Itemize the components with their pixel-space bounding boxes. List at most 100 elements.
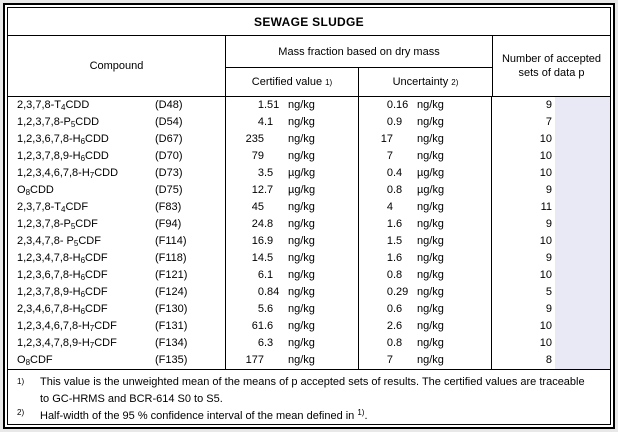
uncertainty-unit: ng/kg — [417, 133, 444, 145]
compound-name: 2,3,7,8-T4CDF — [17, 201, 89, 214]
certified-value-int: 3 — [257, 167, 264, 179]
table-row: 1,2,3,6,7,8-H6CDF (F121) 6.1 ng/kg 0.8 ng/k… — [8, 267, 610, 284]
uncertainty-unit: ng/kg — [417, 201, 444, 213]
compound-code: (D73) — [155, 167, 183, 179]
compound-code: (F131) — [155, 320, 188, 332]
footnote-2-marker: 2) — [17, 408, 25, 417]
uncertainty-int: 0 — [386, 303, 393, 315]
certified-value-frac: .6 — [264, 320, 274, 332]
certified-value-unit: ng/kg — [288, 286, 315, 298]
compound-cell: 1,2,3,7,8-P5CDF (F94) — [8, 216, 226, 233]
accepted-sets-count: 10 — [539, 320, 552, 332]
accepted-sets-count: 7 — [545, 116, 552, 128]
certified-value-frac: .9 — [264, 235, 274, 247]
certified-value-unit: ng/kg — [288, 218, 315, 230]
uncertainty-unit: ng/kg — [417, 252, 444, 264]
compound-name: 1,2,3,7,8,9-H6CDD — [17, 150, 109, 163]
certified-value-unit: ng/kg — [288, 337, 315, 349]
uncertainty-cell: 17 ng/kg — [359, 131, 492, 148]
uncertainty-unit: ng/kg — [417, 99, 444, 111]
compound-code: (D54) — [155, 116, 183, 128]
certified-value-unit: µg/kg — [288, 184, 316, 196]
certified-value-int: 12 — [251, 184, 264, 196]
certified-value-cell: 0.84 ng/kg — [226, 284, 359, 301]
certified-value-int: 14 — [251, 252, 264, 264]
uncertainty-frac: .6 — [393, 320, 403, 332]
certified-value-frac: .6 — [264, 303, 274, 315]
compound-code: (F124) — [155, 286, 188, 298]
uncertainty-int: 0 — [386, 286, 393, 298]
compound-name: 2,3,4,6,7,8-H6CDF — [17, 303, 108, 316]
uncertainty-int: 1 — [386, 235, 393, 247]
certified-value-unit: ng/kg — [288, 303, 315, 315]
uncertainty-int: 0 — [386, 116, 393, 128]
uncertainty-frac: .8 — [393, 184, 403, 196]
uncertainty-cell: 4 ng/kg — [359, 199, 492, 216]
certified-value-frac — [264, 131, 284, 148]
uncertainty-cell: 7 ng/kg — [359, 148, 492, 165]
certified-value-frac: .1 — [264, 269, 274, 281]
certified-value-cell: 4.1 ng/kg — [226, 114, 359, 131]
uncertainty-unit: µg/kg — [417, 184, 445, 196]
footnote-2: 2) Half-width of the 95 % confidence int… — [14, 406, 590, 423]
certified-value-int: 45 — [251, 201, 264, 213]
certified-value-cell: 235 ng/kg — [226, 131, 359, 148]
uncertainty-int: 7 — [386, 354, 393, 366]
uncertainty-unit: ng/kg — [417, 116, 444, 128]
compound-code: (F83) — [155, 201, 182, 213]
certified-value-frac: .8 — [264, 218, 274, 230]
certified-value-unit: ng/kg — [288, 252, 315, 264]
certified-value-cell: 61.6 ng/kg — [226, 318, 359, 335]
compound-code: (F121) — [155, 269, 188, 281]
accepted-sets-count: 9 — [545, 218, 552, 230]
uncertainty-int: 0 — [386, 184, 393, 196]
accepted-sets-count: 9 — [545, 303, 552, 315]
uncertainty-frac: .6 — [393, 218, 403, 230]
uncertainty-unit: ng/kg — [417, 150, 444, 162]
certified-value-unit: ng/kg — [288, 116, 315, 128]
certified-value-frac — [264, 352, 284, 369]
uncertainty-unit: ng/kg — [417, 303, 444, 315]
uncertainty-int: 0 — [386, 269, 393, 281]
certified-value-int: 16 — [251, 235, 264, 247]
compound-name: 1,2,3,7,8,9-H6CDF — [17, 286, 108, 299]
uncertainty-frac: .8 — [393, 337, 403, 349]
certified-value-int: 6 — [257, 269, 264, 281]
compound-cell: O8CDD (D75) — [8, 182, 226, 199]
certified-value-cell: 6.3 ng/kg — [226, 335, 359, 352]
compound-name: O8CDF — [17, 354, 53, 367]
footnote-1-marker: 1) — [17, 377, 25, 386]
certified-value-cell: 16.9 ng/kg — [226, 233, 359, 250]
accepted-sets-count: 10 — [539, 150, 552, 162]
certified-value-cell: 177 ng/kg — [226, 352, 359, 369]
compound-code: (F94) — [155, 218, 182, 230]
uncertainty-cell: 0.4 µg/kg — [359, 165, 492, 182]
uncertainty-cell: 0.9 ng/kg — [359, 114, 492, 131]
compound-name: 1,2,3,7,8-P5CDD — [17, 116, 100, 129]
compound-code: (F134) — [155, 337, 188, 349]
uncertainty-cell: 0.8 ng/kg — [359, 335, 492, 352]
certified-value-int: 24 — [251, 218, 264, 230]
uncertainty-int: 2 — [386, 320, 393, 332]
uncertainty-header-label: Uncertainty — [392, 76, 449, 88]
accepted-sets-count: 10 — [539, 133, 552, 145]
table-row: 1,2,3,4,7,8-H6CDF (F118) 14.5 ng/kg 1.6 ng/… — [8, 250, 610, 267]
certified-value-frac: .5 — [264, 252, 274, 264]
certified-value-frac: .7 — [264, 184, 274, 196]
uncertainty-int: 1 — [386, 252, 393, 264]
certified-value-cell: 14.5 ng/kg — [226, 250, 359, 267]
uncertainty-unit: ng/kg — [417, 337, 444, 349]
compound-name: O8CDD — [17, 184, 54, 197]
compound-cell: 1,2,3,4,6,7,8-H7CDD (D73) — [8, 165, 226, 182]
certified-value-frac: .3 — [264, 337, 274, 349]
certified-value-cell: 79 ng/kg — [226, 148, 359, 165]
compound-name: 2,3,4,7,8- P5CDF — [17, 235, 101, 248]
table-row: 1,2,3,7,8-P5CDD (D54) 4.1 ng/kg 0.9 ng/kg 7 — [8, 114, 610, 131]
selection-highlight — [555, 97, 610, 369]
uncertainty-frac — [393, 148, 413, 165]
table-body: 2,3,7,8-T4CDD (D48) 1.51 ng/kg 0.16 ng/kg 9… — [8, 97, 610, 370]
compound-code: (D75) — [155, 184, 183, 196]
table-row: O8CDF (F135) 177 ng/kg 7 ng/kg 8 — [8, 352, 610, 369]
certified-value-cell: 3.5 µg/kg — [226, 165, 359, 182]
certified-value-frac — [264, 148, 284, 165]
